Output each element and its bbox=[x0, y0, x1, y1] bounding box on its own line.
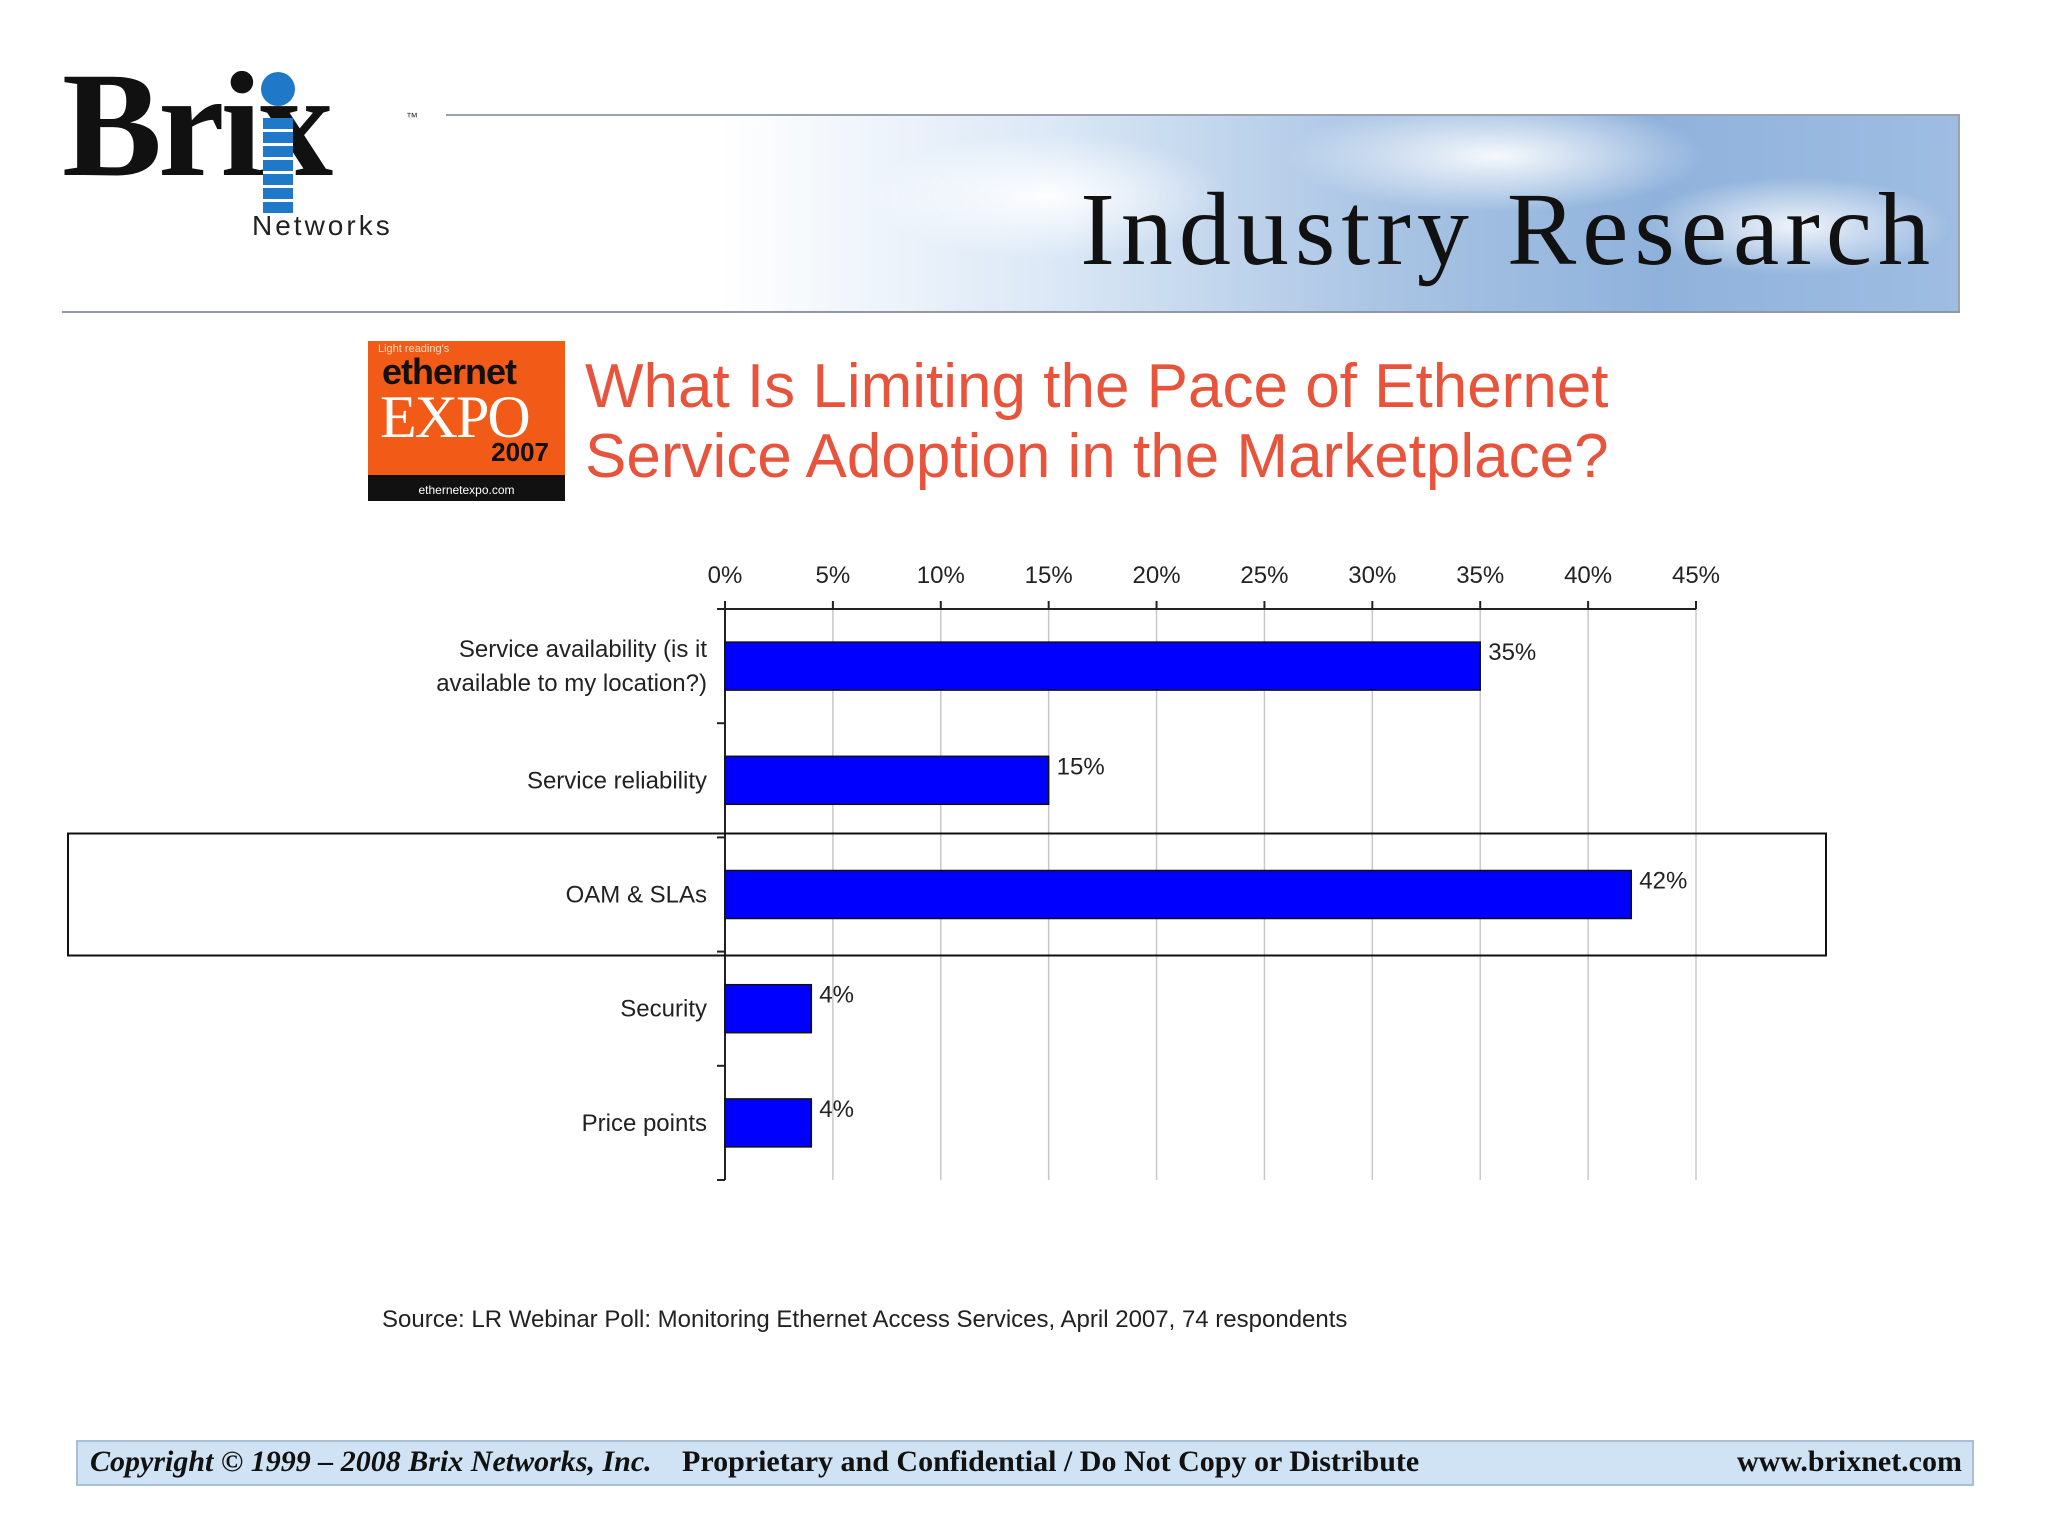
x-tick-label: 20% bbox=[1133, 562, 1181, 589]
bar-value-label: 4% bbox=[819, 982, 854, 1009]
logo-i-dot-icon bbox=[261, 72, 295, 106]
badge-footer-bar bbox=[368, 475, 565, 501]
category-label-line: Service reliability bbox=[527, 767, 707, 794]
category-label: Price points bbox=[582, 1110, 707, 1137]
x-tick-label: 0% bbox=[708, 562, 743, 589]
bar-value-label: 4% bbox=[819, 1096, 854, 1123]
badge-word: ethernet bbox=[382, 351, 517, 392]
logo-subtitle: Networks bbox=[252, 210, 393, 241]
category-label-line: available to my location?) bbox=[436, 670, 707, 697]
x-tick-label: 10% bbox=[917, 562, 965, 589]
category-label-line: OAM & SLAs bbox=[566, 882, 707, 909]
sky-banner bbox=[446, 114, 1960, 313]
x-tick-label: 5% bbox=[816, 562, 851, 589]
source-note: Source: LR Webinar Poll: Monitoring Ethe… bbox=[382, 1306, 1348, 1333]
logo-i-stem-icon bbox=[263, 118, 293, 216]
x-tick-label: 35% bbox=[1456, 562, 1504, 589]
footer-url[interactable]: www.brixnet.com bbox=[1737, 1445, 1962, 1478]
x-tick-label: 30% bbox=[1348, 562, 1396, 589]
x-tick-label: 40% bbox=[1564, 562, 1612, 589]
x-tick-label: 45% bbox=[1672, 562, 1720, 589]
category-label-line: Price points bbox=[582, 1110, 707, 1137]
badge-top-text: Light reading's bbox=[378, 343, 450, 355]
badge-name: EXPO bbox=[380, 384, 531, 450]
footer-copyright: Copyright © 1999 – 2008 Brix Networks, I… bbox=[90, 1445, 652, 1478]
ethernet-expo-badge: Light reading's ethernet EXPO 2007 ether… bbox=[368, 341, 565, 501]
footer-bar: Copyright © 1999 – 2008 Brix Networks, I… bbox=[76, 1440, 1974, 1486]
bar bbox=[724, 869, 1633, 920]
category-label: OAM & SLAs bbox=[566, 882, 707, 909]
category-label: Security bbox=[620, 996, 707, 1023]
question-line-1: What Is Limiting the Pace of Ethernet bbox=[585, 352, 1609, 421]
bar bbox=[724, 1098, 813, 1148]
bar-value-label: 42% bbox=[1639, 868, 1687, 895]
badge-year: 2007 bbox=[491, 437, 549, 467]
category-label-line: Security bbox=[620, 996, 707, 1023]
bar-value-label: 15% bbox=[1057, 753, 1105, 780]
question-line-2: Service Adoption in the Marketplace? bbox=[585, 422, 1609, 491]
bar bbox=[724, 641, 1481, 691]
bar-value-label: 35% bbox=[1488, 639, 1536, 666]
badge-url: ethernetexpo.com bbox=[418, 483, 515, 497]
category-label: Service reliability bbox=[527, 767, 707, 794]
x-tick-label: 15% bbox=[1025, 562, 1073, 589]
category-label-line: Service availability (is it bbox=[459, 636, 707, 663]
category-label: Service availability (is it available to … bbox=[436, 636, 707, 697]
banner-edge bbox=[1958, 114, 1960, 313]
bar bbox=[724, 755, 1050, 806]
header-divider bbox=[62, 311, 1960, 313]
x-tick-label: 25% bbox=[1240, 562, 1288, 589]
chart-question: What Is Limiting the Pace of Ethernet Se… bbox=[585, 352, 1885, 492]
highlight-box bbox=[67, 832, 1827, 957]
bar bbox=[724, 983, 813, 1034]
footer-confidential: Proprietary and Confidential / Do Not Co… bbox=[682, 1445, 1420, 1478]
page-title: Industry Research bbox=[1080, 172, 1936, 287]
brix-logo: Brix ™ Networks bbox=[62, 50, 432, 250]
logo-trademark: ™ bbox=[406, 110, 418, 124]
